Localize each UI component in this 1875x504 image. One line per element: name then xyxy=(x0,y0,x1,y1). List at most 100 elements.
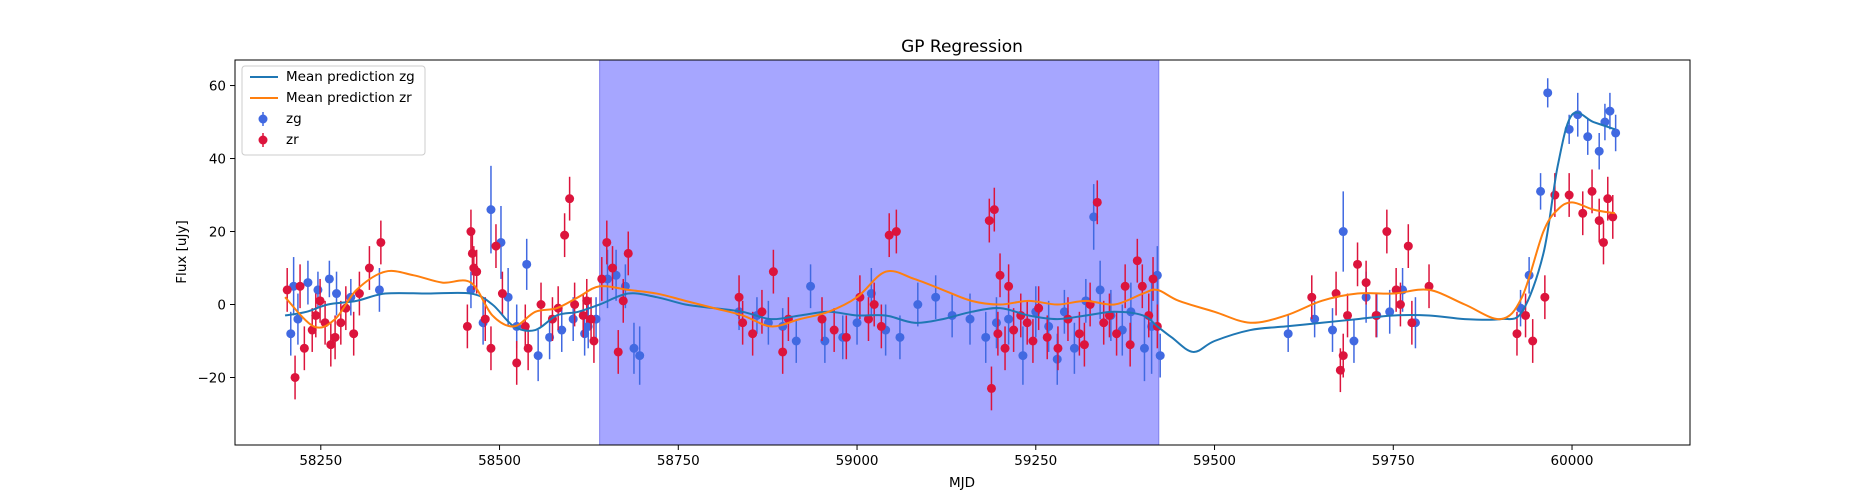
plot-data-layer xyxy=(282,78,1621,411)
data-point-zg xyxy=(303,260,313,305)
data-point-zg xyxy=(1089,184,1099,250)
data-point-zr xyxy=(778,330,788,374)
data-point-zg xyxy=(1155,333,1165,378)
data-point-zr xyxy=(829,308,839,352)
data-point-zr xyxy=(891,209,901,254)
data-point-zr xyxy=(1137,264,1147,309)
data-point-zr xyxy=(523,326,533,371)
data-point-zr xyxy=(364,246,374,290)
data-point-zr xyxy=(841,315,851,360)
data-point-zg xyxy=(293,293,303,345)
data-point-zr xyxy=(984,198,994,243)
data-point-zg xyxy=(332,271,342,316)
data-point-zg xyxy=(611,249,621,301)
line-mean-prediction-zr xyxy=(284,201,1616,329)
data-point-zr xyxy=(618,278,628,323)
legend-label-mean-zg: Mean prediction zg xyxy=(286,69,415,85)
data-point-zg xyxy=(1338,191,1348,272)
data-point-zr xyxy=(817,297,827,341)
data-point-zr xyxy=(1578,191,1588,236)
data-point-zr xyxy=(330,315,340,360)
data-point-zr xyxy=(995,253,1005,298)
data-point-zr xyxy=(349,311,359,356)
data-point-zg xyxy=(1018,326,1028,385)
data-point-zg xyxy=(991,297,1001,349)
line-mean-prediction-zg xyxy=(284,111,1616,353)
data-point-zr xyxy=(354,271,364,316)
data-point-zg xyxy=(522,238,532,290)
data-point-zr xyxy=(613,330,623,374)
data-point-zg xyxy=(791,319,801,363)
data-point-zr xyxy=(336,300,346,345)
data-point-zr xyxy=(757,289,767,334)
axis-ticks-layer: 58250 58500 58750 59000 59250 59500 59750 60000… xyxy=(198,79,1594,469)
y-tick-label: 20 xyxy=(209,225,226,241)
data-point-zr xyxy=(876,304,886,349)
data-point-zr xyxy=(1598,220,1608,265)
y-tick-label: 0 xyxy=(217,298,226,314)
data-point-zr xyxy=(1042,315,1052,360)
data-point-zr xyxy=(282,268,292,312)
data-point-zr xyxy=(1307,275,1317,320)
data-point-zg xyxy=(324,260,334,298)
legend: Mean prediction zg Mean prediction zr zg… xyxy=(241,65,426,156)
data-point-zg xyxy=(374,268,384,312)
data-point-zr xyxy=(1512,311,1522,356)
legend-box xyxy=(241,65,426,156)
data-point-zr xyxy=(1528,319,1538,363)
data-point-zg xyxy=(286,311,296,356)
y-tick-label: 40 xyxy=(209,152,226,168)
data-point-zr xyxy=(1361,260,1371,305)
data-point-zr xyxy=(290,355,300,400)
data-point-zr xyxy=(341,286,351,331)
y-tick-label: 60 xyxy=(209,79,226,95)
data-point-zr xyxy=(1125,322,1135,367)
data-point-zr xyxy=(1407,300,1417,345)
data-point-zr xyxy=(989,187,999,232)
data-point-zr xyxy=(855,275,865,320)
data-point-zr xyxy=(299,326,309,371)
data-point-zg xyxy=(981,311,991,363)
data-point-zr xyxy=(472,249,482,294)
data-point-zr xyxy=(1000,326,1010,371)
y-tick-label: −20 xyxy=(198,370,227,386)
x-tick-label: 60000 xyxy=(1551,453,1594,469)
data-point-zr xyxy=(1004,264,1014,309)
data-point-zr xyxy=(1403,224,1413,269)
data-point-zr xyxy=(1521,293,1531,338)
data-point-zr xyxy=(768,249,778,294)
legend-label-zg: zg xyxy=(286,111,302,127)
x-tick-label: 59000 xyxy=(836,453,879,469)
shaded-region-layer xyxy=(599,59,1160,446)
x-tick-label: 58750 xyxy=(657,453,700,469)
data-point-zr xyxy=(1395,282,1405,327)
data-point-zg xyxy=(1611,114,1621,152)
data-point-zr xyxy=(1343,293,1353,338)
data-point-zg xyxy=(1069,322,1079,374)
data-point-zg xyxy=(629,322,639,374)
data-point-zr xyxy=(1564,173,1574,217)
data-point-zr xyxy=(1074,311,1084,356)
data-point-zg xyxy=(1385,289,1395,334)
data-point-zg xyxy=(486,165,496,254)
data-point-zg xyxy=(1605,92,1615,130)
data-point-zr xyxy=(869,282,879,327)
data-point-zr xyxy=(1594,198,1604,243)
legend-swatch-zg xyxy=(258,112,268,126)
data-point-zr xyxy=(1079,322,1089,367)
data-point-zr xyxy=(295,264,305,309)
data-point-zr xyxy=(1112,311,1122,356)
data-point-zr xyxy=(486,326,496,371)
shaded-region xyxy=(599,59,1160,446)
data-point-zg xyxy=(533,330,543,382)
data-point-zr xyxy=(1587,169,1597,214)
data-point-zg xyxy=(1583,118,1593,155)
data-point-zg xyxy=(895,315,905,360)
data-point-zg xyxy=(931,275,941,320)
data-point-zg xyxy=(1536,173,1546,210)
data-point-zg xyxy=(635,326,645,385)
data-point-zr xyxy=(466,209,476,254)
x-tick-label: 58250 xyxy=(299,453,342,469)
data-point-zr xyxy=(376,220,386,265)
data-point-zr xyxy=(536,282,546,327)
